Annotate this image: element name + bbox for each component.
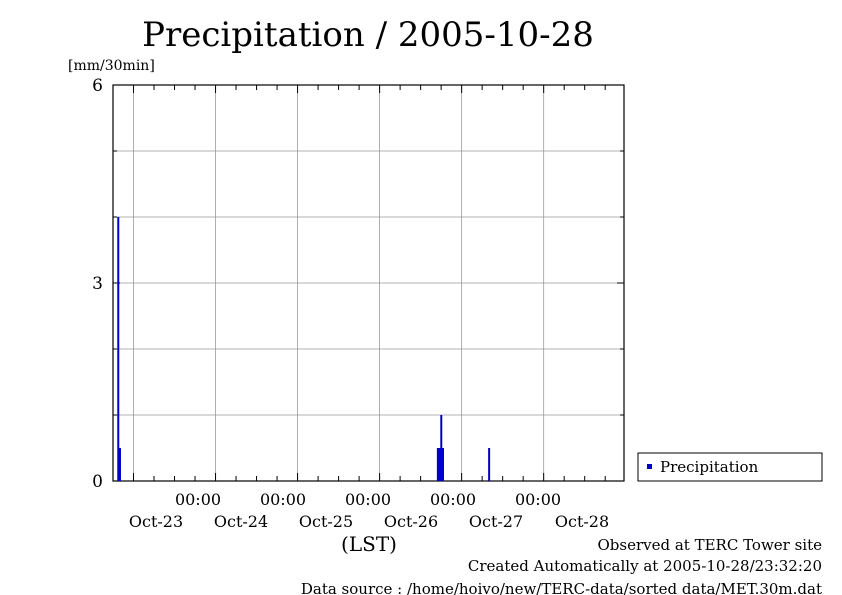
chart-title: Precipitation / 2005-10-28 — [142, 15, 594, 55]
x-tick-time-3: 00:00 — [345, 490, 391, 509]
footer-data-source: Data source : /home/hoivo/new/TERC-data/… — [301, 580, 822, 595]
precipitation-bar — [441, 448, 444, 481]
x-tick-date-2: Oct-24 — [214, 512, 268, 531]
legend: Precipitation — [637, 452, 823, 482]
precipitation-bar — [440, 415, 443, 481]
grid-lines — [113, 85, 624, 481]
precipitation-bar — [438, 448, 441, 481]
x-tick-date-6: Oct-28 — [555, 512, 609, 531]
precipitation-bars — [117, 217, 491, 481]
x-tick-time-4: 00:00 — [430, 490, 476, 509]
legend-swatch — [647, 464, 652, 469]
footer-created-timestamp: Created Automatically at 2005-10-28/23:3… — [468, 557, 822, 575]
y-axis-unit-label: [mm/30min] — [68, 58, 155, 74]
axis-ticks — [112, 84, 624, 482]
y-tick-label-3: 3 — [92, 274, 103, 294]
x-tick-time-5: 00:00 — [515, 490, 561, 509]
legend-box — [637, 452, 823, 482]
footer-observed-site: Observed at TERC Tower site — [597, 536, 822, 554]
precipitation-bar — [117, 217, 120, 481]
x-tick-time-1: 00:00 — [175, 490, 221, 509]
x-tick-date-1: Oct-23 — [129, 512, 183, 531]
x-tick-date-5: Oct-27 — [469, 512, 523, 531]
x-tick-date-3: Oct-25 — [299, 512, 353, 531]
y-tick-label-0: 0 — [92, 472, 103, 492]
x-tick-date-4: Oct-26 — [384, 512, 438, 531]
legend-label: Precipitation — [660, 458, 759, 476]
x-axis-label: (LST) — [341, 532, 397, 556]
x-tick-time-2: 00:00 — [260, 490, 306, 509]
precipitation-bar — [118, 448, 121, 481]
precipitation-bar — [488, 448, 491, 481]
y-tick-label-6: 6 — [92, 76, 103, 96]
precipitation-bar — [436, 448, 439, 481]
